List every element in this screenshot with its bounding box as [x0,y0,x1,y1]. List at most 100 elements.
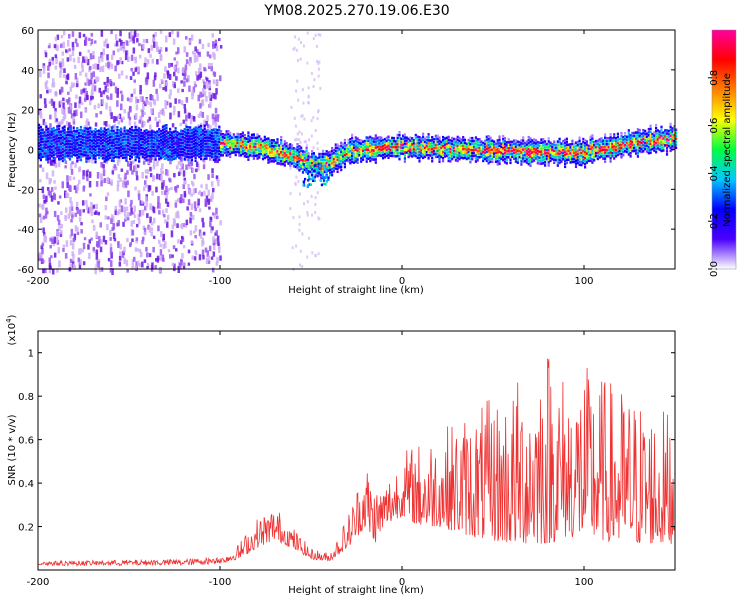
spectrogram-cell [90,136,93,140]
spectrogram-cell [403,148,406,151]
spectrogram-cell [132,220,136,224]
spectrogram-cell [202,164,206,170]
spectrogram-cell [159,153,163,157]
spectrogram-cell [218,125,221,129]
spectrogram-cell [216,256,219,264]
spectrogram-cell [669,146,672,150]
spectrogram-cell [382,144,385,148]
spectrogram-cell [516,155,519,158]
spectrogram-cell [258,144,261,147]
spectrogram-cell [334,158,337,161]
spectrogram-cell [106,95,109,99]
spectrogram-cell [154,152,157,155]
spectrogram-cell [209,136,212,139]
spectrogram-cell [411,149,414,152]
spectrogram-cell [147,48,151,54]
spectrogram-cell [86,59,90,66]
spectrogram-cell [150,142,153,145]
spectrogram-cell [516,143,519,146]
spectrogram-cell [502,149,505,153]
spectrogram-cell [527,138,530,142]
spectrogram-cell [403,145,406,148]
spectrogram-cell [307,175,311,178]
spectrogram-cell [229,143,232,147]
spectrogram-cell [212,131,215,135]
spectrogram-cell [331,155,334,159]
spectrogram-cell [556,146,559,149]
spectrogram-cell [227,151,230,154]
spectrogram-cell [523,141,527,145]
spectrogram-cell [653,140,656,143]
spectrogram-cell [318,178,321,182]
spectrogram-cell [280,148,283,151]
spectrogram-cell [174,142,177,145]
spectrogram-cell [101,136,104,139]
spectrogram-cell [281,156,285,160]
spectrogram-cell [589,156,592,160]
spectrogram-cell [114,152,117,156]
spectrogram-cell [48,100,52,104]
spectrogram-cell [473,154,476,158]
spectrogram-cell [133,79,136,83]
spectrogram-cell [48,139,52,142]
spectrogram-cell [425,147,428,151]
spectrogram-cell [218,140,221,144]
spectrogram-cell [232,136,235,139]
spectrogram-cell [269,145,272,148]
spectrogram-cell [136,131,139,135]
spectrogram-cell [327,157,330,160]
spectrogram-cell [147,136,150,140]
spectrogram-cell [162,257,165,262]
spectrogram-cell [611,149,614,152]
spectrogram-cell [511,149,514,153]
spectrogram-cell [39,155,42,159]
spectrogram-cell [118,200,122,208]
spectrogram-cell [181,147,184,151]
spectrogram-cell [584,148,587,151]
spectrogram-cell [221,151,224,154]
spectrogram-cell [63,155,66,158]
spectrogram-cell [79,140,83,144]
spectrogram-cell [315,167,319,170]
spectrogram-cell [212,143,215,147]
spectrogram-cell [460,147,463,150]
spectrogram-cell [141,134,144,138]
spectrogram-cell [456,141,459,145]
spectrogram-cell [175,212,178,219]
spectrogram-cell [180,132,183,136]
spectrogram-cell [54,129,57,132]
y-tick-label: -20 [18,185,34,196]
spectrogram-cell [218,246,221,254]
spectrogram-cell [487,158,490,162]
spectrogram-cell [305,164,308,168]
spectrogram-cell [332,166,335,170]
spectrogram-cell [162,243,165,249]
spectrogram-cell [389,151,392,155]
spectrogram-cell [372,155,376,158]
spectrogram-cell [92,153,95,157]
spectrogram-cell [432,152,436,156]
spectrogram-cell [72,253,75,259]
spectrogram-cell [79,71,82,76]
spectrogram-cell [317,33,320,37]
spectrogram-cell [76,142,79,145]
spectrogram-cell [109,147,112,150]
spectrogram-cell [46,90,49,94]
spectrogram-cell [87,49,90,53]
spectrogram-cell [98,132,101,136]
spectrogram-cell [165,35,168,43]
spectrogram-cell [465,157,468,161]
spectrogram-cell [427,151,430,154]
spectrogram-cell [440,143,443,147]
spectrogram-cell [213,159,217,163]
spectrogram-cell [300,167,303,170]
spectrogram-cell [76,207,79,215]
spectrogram-cell [249,148,252,151]
spectrogram-cell [636,152,639,155]
spectrogram-cell [135,125,139,129]
spectrogram-cell [313,169,316,172]
spectrogram-cell [49,123,52,130]
spectrogram-cell [602,154,605,157]
spectrogram-cell [89,193,92,197]
spectrogram-cell [278,153,281,156]
